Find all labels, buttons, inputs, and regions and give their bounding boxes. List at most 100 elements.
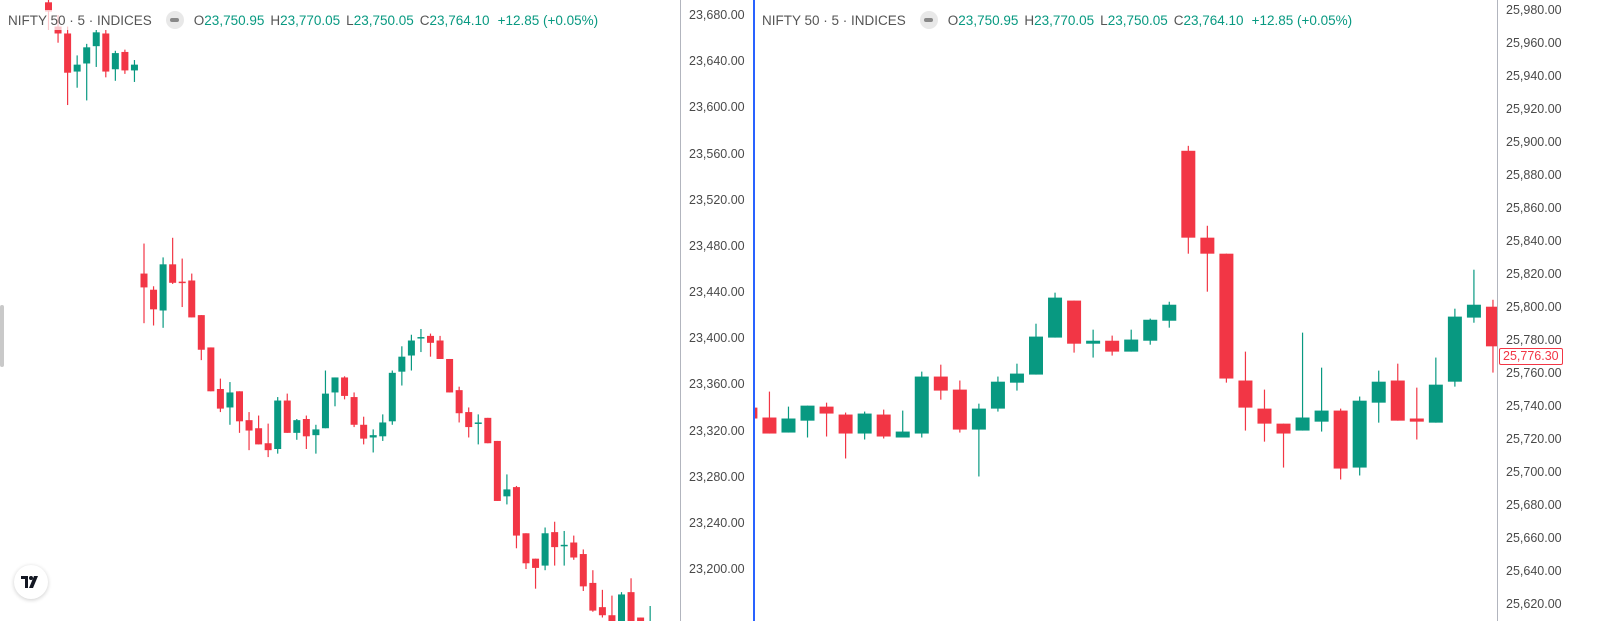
candle-body <box>140 273 148 288</box>
left-candlestick-chart[interactable] <box>0 0 680 621</box>
pane-resize-handle[interactable] <box>0 305 4 367</box>
hide-indicator-button[interactable] <box>919 11 938 29</box>
close-label: C <box>419 12 430 28</box>
candle-body <box>388 372 396 422</box>
candle-down <box>150 286 158 326</box>
candle-up <box>618 592 625 621</box>
candle-up <box>226 382 234 425</box>
candle-body <box>754 407 758 419</box>
candle-body <box>92 32 100 47</box>
price-tick-label: 25,720.00 <box>1506 432 1562 447</box>
minus-icon <box>924 18 934 22</box>
symbol-title[interactable]: NIFTY 50 · 5 · INDICES <box>762 12 906 28</box>
candle-body <box>1314 410 1329 422</box>
candle-up <box>321 370 329 429</box>
right-price-axis[interactable]: 25,980.00 25,960.00 25,940.00 25,920.00 25,9… <box>1497 0 1600 621</box>
left-chart-pane[interactable] <box>0 0 680 621</box>
last-price-label: 25,776.30 <box>1499 347 1563 365</box>
right-candlestick-chart[interactable] <box>754 0 1497 621</box>
high-label: H <box>1024 12 1035 28</box>
candle-down <box>255 415 263 445</box>
candle-up <box>1428 357 1443 423</box>
candle-up <box>407 334 415 371</box>
candle-down <box>216 378 224 413</box>
right-symbol-legend: NIFTY 50 · 5 · INDICES O 23,750.95 H 23,77… <box>762 10 1357 30</box>
candle-body <box>1067 300 1082 344</box>
candle-down <box>197 315 205 361</box>
candle-down <box>245 412 253 451</box>
candle-down <box>1409 387 1424 440</box>
symbol-title[interactable]: NIFTY 50 · 5 · INDICES <box>8 12 152 28</box>
candle-up <box>417 328 425 353</box>
candle-up <box>560 530 568 566</box>
candle-up <box>92 30 100 67</box>
price-tick-label: 23,640.00 <box>689 54 745 69</box>
price-tick-label: 23,480.00 <box>689 238 745 253</box>
open-value: 23,750.95 <box>958 12 1019 28</box>
price-tick-label: 23,360.00 <box>689 377 745 392</box>
candle-down <box>360 416 368 445</box>
price-tick-label: 25,940.00 <box>1506 68 1562 83</box>
candle-body <box>150 289 158 310</box>
candle-down <box>598 589 606 618</box>
tradingview-logo-icon[interactable] <box>14 565 48 599</box>
candle-body <box>369 435 377 438</box>
candle-down <box>465 407 473 438</box>
candle-up <box>649 605 651 621</box>
candle-body <box>274 400 282 450</box>
price-tick-label: 25,880.00 <box>1506 168 1562 183</box>
candle-up <box>83 43 91 101</box>
candle-down <box>1390 363 1405 421</box>
price-tick-label: 25,820.00 <box>1506 267 1562 282</box>
candle-body <box>1238 380 1253 408</box>
candle-down <box>102 30 110 78</box>
candle-body <box>407 340 415 356</box>
candle-up <box>990 376 1005 412</box>
candle-body <box>417 337 425 339</box>
candle-down <box>762 391 777 434</box>
price-tick-label: 23,520.00 <box>689 192 745 207</box>
candle-body <box>54 26 62 34</box>
candle-body <box>762 417 777 434</box>
tradingview-logo-glyph <box>21 576 38 588</box>
candle-up <box>1447 308 1462 387</box>
candle-up <box>474 414 482 445</box>
low-label: L <box>346 12 354 28</box>
candle-down <box>522 533 530 570</box>
low-value: 23,750.05 <box>353 12 414 28</box>
candle-body <box>236 391 243 422</box>
candle-body <box>952 389 967 430</box>
price-tick-label: 25,860.00 <box>1506 201 1562 216</box>
price-tick-label: 23,200.00 <box>689 562 745 577</box>
hide-indicator-button[interactable] <box>165 11 184 29</box>
candle-body <box>1181 150 1196 238</box>
right-chart-pane[interactable] <box>754 0 1497 621</box>
candle-down <box>283 393 291 433</box>
candle-body <box>169 264 177 283</box>
price-tick-label: 23,400.00 <box>689 331 745 346</box>
candle-down <box>1219 253 1234 383</box>
candle-body <box>436 340 444 359</box>
candle-down <box>838 412 853 459</box>
candle-up <box>159 257 167 328</box>
candle-body <box>1276 423 1291 434</box>
candle-up <box>800 405 815 438</box>
candle-down <box>551 521 559 566</box>
candle-body <box>465 412 473 428</box>
candle-body <box>838 414 853 434</box>
candle-body <box>312 429 320 436</box>
candle-body <box>1333 410 1348 469</box>
candle-down <box>637 617 645 621</box>
candle-body <box>637 617 645 621</box>
left-price-axis[interactable]: 23,680.00 23,640.00 23,600.00 23,560.00 23,5… <box>680 0 754 621</box>
candle-down <box>1333 408 1348 480</box>
open-label: O <box>193 12 205 28</box>
candle-body <box>130 64 138 71</box>
candle-body <box>1048 297 1063 338</box>
candle-down <box>952 380 967 433</box>
candle-up <box>398 346 406 386</box>
price-tick-label: 25,640.00 <box>1506 564 1562 579</box>
candle-body <box>331 377 339 393</box>
candle-down <box>302 415 310 450</box>
candle-down <box>1067 300 1082 353</box>
